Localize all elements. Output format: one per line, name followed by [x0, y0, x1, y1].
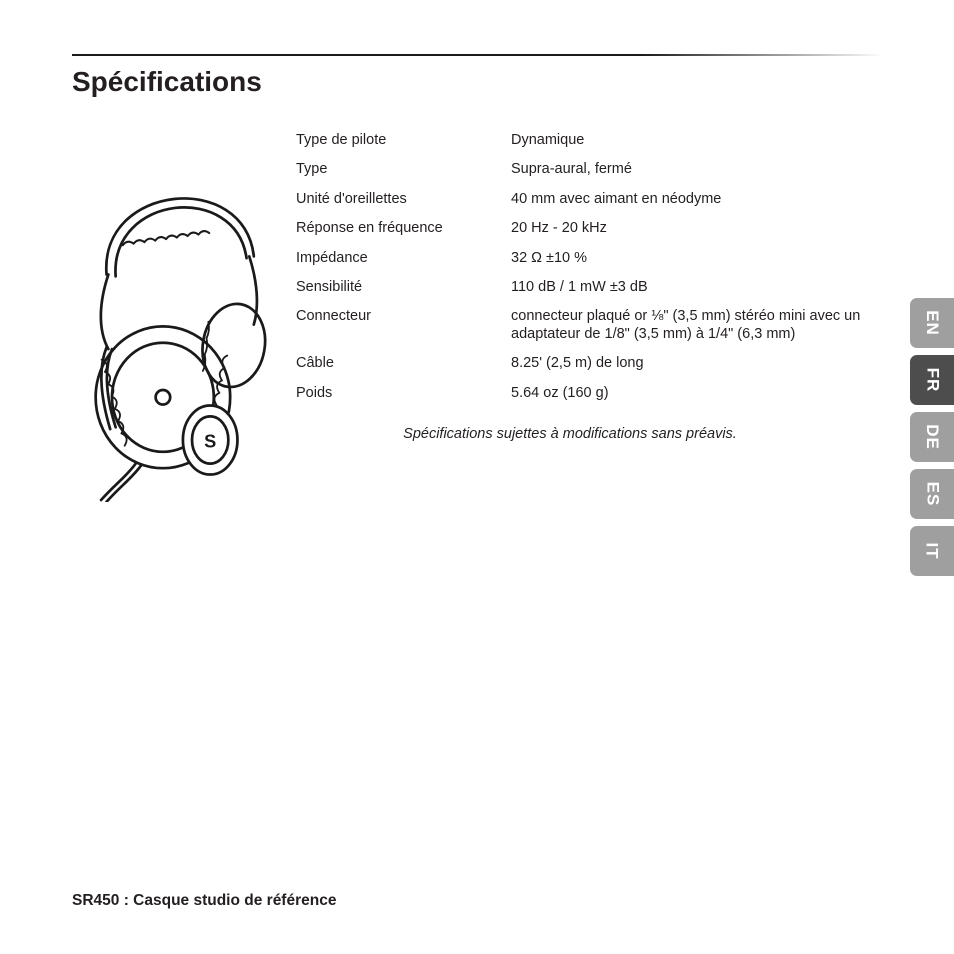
spec-value: 8.25' (2,5 m) de long [511, 349, 884, 378]
lang-tab-en[interactable]: EN [910, 298, 954, 348]
language-tabs: EN FR DE ES IT [910, 298, 954, 576]
table-row: Sensibilité110 dB / 1 mW ±3 dB [296, 273, 884, 302]
spec-value: connecteur plaqué or ⅛" (3,5 mm) stéréo … [511, 302, 884, 349]
table-row: Poids5.64 oz (160 g) [296, 379, 884, 408]
content-area: S Type de piloteDynamiqueTypeSupra-aural… [72, 120, 884, 507]
lang-tab-label: ES [922, 482, 942, 507]
headphones-illustration: S [72, 120, 272, 507]
spec-label: Connecteur [296, 302, 511, 349]
disclaimer: Spécifications sujettes à modifications … [296, 426, 884, 443]
spec-value: 110 dB / 1 mW ±3 dB [511, 273, 884, 302]
header-rule [72, 54, 884, 56]
spec-value: 40 mm avec aimant en néodyme [511, 185, 884, 214]
spec-label: Câble [296, 349, 511, 378]
table-row: Connecteurconnecteur plaqué or ⅛" (3,5 m… [296, 302, 884, 349]
table-row: Câble8.25' (2,5 m) de long [296, 349, 884, 378]
lang-tab-label: EN [922, 310, 942, 336]
table-row: Réponse en fréquence20 Hz - 20 kHz [296, 214, 884, 243]
spec-value: Supra-aural, fermé [511, 155, 884, 184]
lang-tab-de[interactable]: DE [910, 412, 954, 462]
spec-label: Impédance [296, 244, 511, 273]
spec-value: 5.64 oz (160 g) [511, 379, 884, 408]
spec-value: 32 Ω ±10 % [511, 244, 884, 273]
spec-value: Dynamique [511, 126, 884, 155]
lang-tab-label: DE [922, 424, 942, 450]
lang-tab-label: FR [922, 368, 942, 393]
footer-product-name: SR450 : Casque studio de référence [72, 892, 336, 910]
table-row: Type de piloteDynamique [296, 126, 884, 155]
table-row: Unité d'oreillettes40 mm avec aimant en … [296, 185, 884, 214]
table-row: TypeSupra-aural, fermé [296, 155, 884, 184]
lang-tab-label: IT [922, 542, 942, 559]
spec-label: Unité d'oreillettes [296, 185, 511, 214]
spec-label: Poids [296, 379, 511, 408]
spec-table: Type de piloteDynamiqueTypeSupra-aural, … [296, 126, 884, 408]
spec-label: Réponse en fréquence [296, 214, 511, 243]
spec-value: 20 Hz - 20 kHz [511, 214, 884, 243]
spec-label: Sensibilité [296, 273, 511, 302]
spec-label: Type de pilote [296, 126, 511, 155]
lang-tab-it[interactable]: IT [910, 526, 954, 576]
table-row: Impédance32 Ω ±10 % [296, 244, 884, 273]
svg-text:S: S [204, 431, 216, 451]
lang-tab-es[interactable]: ES [910, 469, 954, 519]
page-title: Spécifications [72, 66, 884, 98]
spec-label: Type [296, 155, 511, 184]
lang-tab-fr[interactable]: FR [910, 355, 954, 405]
spec-block: Type de piloteDynamiqueTypeSupra-aural, … [296, 120, 884, 443]
